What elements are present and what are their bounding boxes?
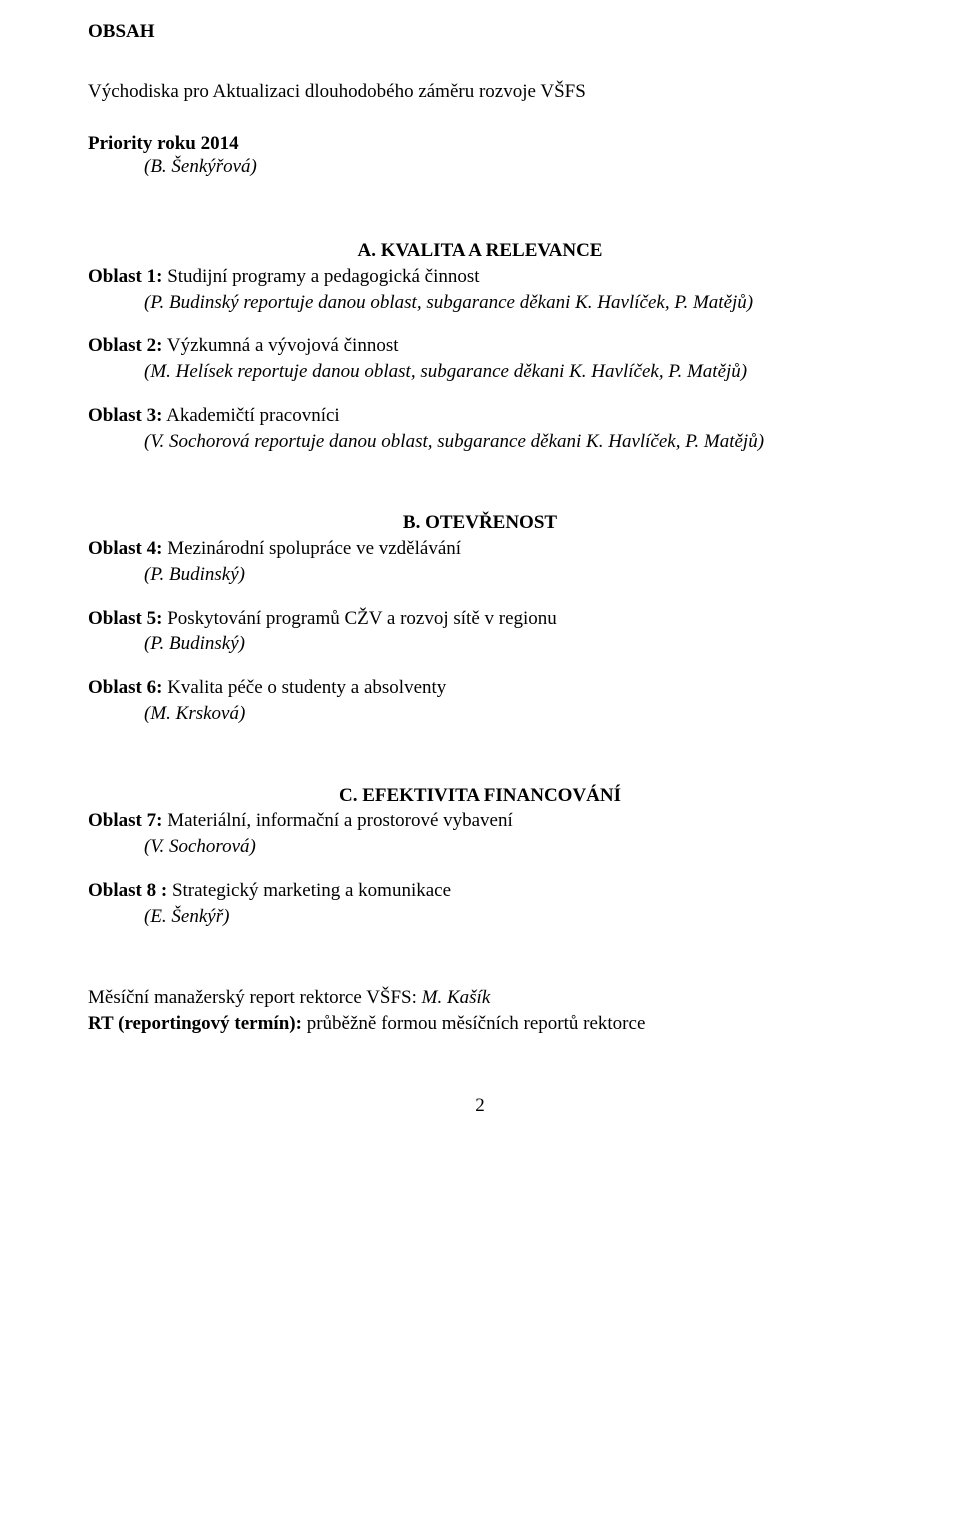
section-a: A. KVALITA A RELEVANCE Oblast 1: Studijn… — [88, 239, 872, 453]
oblast-3: Oblast 3: Akademičtí pracovníci — [88, 404, 872, 428]
oblast-8: Oblast 8 : Strategický marketing a komun… — [88, 879, 872, 903]
oblast-label: Oblast 8 : — [88, 880, 167, 901]
footer-line1: Měsíční manažerský report rektorce VŠFS:… — [88, 986, 872, 1010]
oblast-title: Výzkumná a vývojová činnost — [162, 335, 398, 356]
footer-block: Měsíční manažerský report rektorce VŠFS:… — [88, 986, 872, 1036]
section-c: C. EFEKTIVITA FINANCOVÁNÍ Oblast 7: Mate… — [88, 784, 872, 929]
intro-line: Východiska pro Aktualizaci dlouhodobého … — [88, 80, 872, 104]
oblast-8-author: (E. Šenkýř) — [88, 905, 872, 929]
oblast-title: Kvalita péče o studenty a absolventy — [162, 677, 446, 698]
oblast-2-author: (M. Helísek reportuje danou oblast, subg… — [88, 360, 872, 384]
footer-line2-text: průběžně formou měsíčních reportů rektor… — [307, 1013, 646, 1034]
section-b: B. OTEVŘENOST Oblast 4: Mezinárodní spol… — [88, 511, 872, 725]
oblast-label: Oblast 1: — [88, 266, 162, 287]
oblast-title: Akademičtí pracovníci — [162, 405, 339, 426]
section-c-heading: C. EFEKTIVITA FINANCOVÁNÍ — [88, 784, 872, 808]
oblast-7: Oblast 7: Materiální, informační a prost… — [88, 809, 872, 833]
page-number: 2 — [88, 1094, 872, 1118]
priority-line: Priority roku 2014 — [88, 132, 872, 156]
oblast-label: Oblast 2: — [88, 335, 162, 356]
oblast-label: Oblast 7: — [88, 810, 162, 831]
oblast-label: Oblast 5: — [88, 608, 162, 629]
footer-line1-name: M. Kašík — [422, 987, 491, 1008]
section-b-heading: B. OTEVŘENOST — [88, 511, 872, 535]
footer-line2-bold: RT (reportingový termín): — [88, 1013, 307, 1034]
oblast-title: Studijní programy a pedagogická činnost — [162, 266, 479, 287]
oblast-6: Oblast 6: Kvalita péče o studenty a abso… — [88, 676, 872, 700]
oblast-title: Materiální, informační a prostorové vyba… — [162, 810, 512, 831]
oblast-title: Poskytování programů CŽV a rozvoj sítě v… — [162, 608, 556, 629]
oblast-5-author: (P. Budinský) — [88, 632, 872, 656]
oblast-5: Oblast 5: Poskytování programů CŽV a roz… — [88, 607, 872, 631]
oblast-6-author: (M. Krsková) — [88, 702, 872, 726]
oblast-2: Oblast 2: Výzkumná a vývojová činnost — [88, 334, 872, 358]
oblast-label: Oblast 3: — [88, 405, 162, 426]
priority-author: (B. Šenkýřová) — [88, 155, 872, 179]
oblast-7-author: (V. Sochorová) — [88, 835, 872, 859]
oblast-1: Oblast 1: Studijní programy a pedagogick… — [88, 265, 872, 289]
oblast-title: Mezinárodní spolupráce ve vzdělávání — [162, 538, 461, 559]
footer-line1-label: Měsíční manažerský report rektorce VŠFS: — [88, 987, 422, 1008]
page-title: OBSAH — [88, 20, 872, 44]
oblast-label: Oblast 4: — [88, 538, 162, 559]
footer-line2: RT (reportingový termín): průběžně formo… — [88, 1012, 872, 1036]
section-a-heading: A. KVALITA A RELEVANCE — [88, 239, 872, 263]
oblast-4: Oblast 4: Mezinárodní spolupráce ve vzdě… — [88, 537, 872, 561]
oblast-4-author: (P. Budinský) — [88, 563, 872, 587]
oblast-title: Strategický marketing a komunikace — [167, 880, 451, 901]
oblast-label: Oblast 6: — [88, 677, 162, 698]
oblast-1-author: (P. Budinský reportuje danou oblast, sub… — [88, 291, 872, 315]
oblast-3-author: (V. Sochorová reportuje danou oblast, su… — [88, 430, 872, 454]
